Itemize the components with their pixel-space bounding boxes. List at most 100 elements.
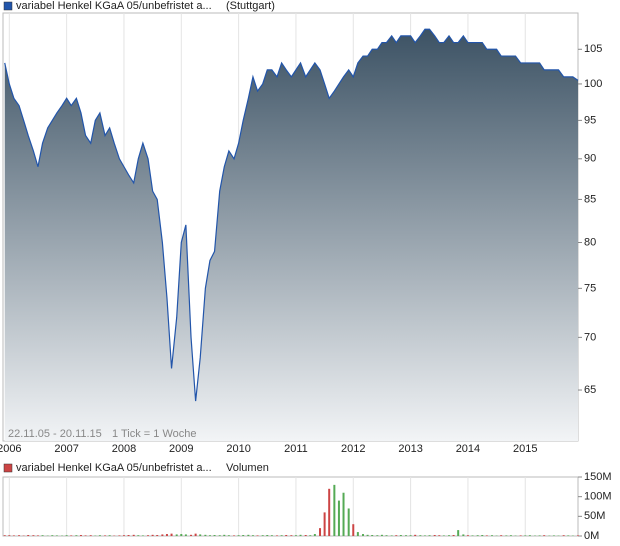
volume-bar — [313, 534, 316, 536]
volume-bar — [233, 535, 236, 536]
legend-swatch — [3, 1, 13, 11]
volume-bar — [466, 535, 469, 536]
volume-bar — [543, 535, 546, 536]
volume-bar — [170, 533, 173, 536]
volume-bar — [352, 524, 355, 536]
volume-bar — [409, 535, 412, 536]
volume-bar — [194, 533, 197, 536]
y-tick-label: 85 — [584, 193, 596, 205]
legend-suffix: Volumen — [226, 462, 269, 474]
y-tick-label: 75 — [584, 282, 596, 294]
volume-bar — [524, 535, 527, 536]
volume-bar — [294, 535, 297, 536]
volume-bar — [199, 534, 202, 536]
volume-bar — [304, 535, 307, 536]
legend-label: variabel Henkel KGaA 05/unbefristet a... — [16, 0, 212, 12]
volume-bar — [491, 535, 494, 536]
volume-bar — [362, 534, 365, 536]
volume-bar — [184, 534, 187, 536]
y-tick-label: 100M — [584, 491, 612, 503]
y-tick-label: 100 — [584, 78, 602, 90]
line — [4, 28, 579, 402]
volume-bar — [261, 535, 264, 536]
volume-bar — [137, 535, 140, 536]
volume-bar — [366, 534, 369, 536]
volume-bar — [399, 535, 402, 536]
volume-bar — [380, 534, 383, 536]
volume-bar — [237, 535, 240, 536]
volume-bar — [319, 528, 322, 536]
volume-bar — [552, 535, 555, 536]
y-tick-label: 95 — [584, 114, 596, 126]
volume-bar — [442, 535, 445, 536]
volume-bar — [276, 535, 279, 536]
volume-bar — [218, 535, 221, 536]
y-tick-label: 90 — [584, 153, 596, 165]
y-tick-label: 150M — [584, 471, 612, 483]
volume-bar — [190, 534, 193, 536]
volume-bar — [438, 535, 441, 536]
x-tick-label: 2009 — [169, 443, 193, 455]
volume-bar — [12, 535, 15, 536]
area — [4, 29, 578, 441]
volume-bar — [356, 532, 359, 536]
x-tick-label: 2007 — [54, 443, 78, 455]
y-tick-label: 50M — [584, 510, 605, 522]
volume-bar — [395, 535, 398, 536]
volume-bar — [84, 535, 87, 536]
volume-bar — [227, 535, 230, 536]
volume-bar — [337, 500, 340, 536]
volume-bar — [118, 535, 121, 536]
volume-bar — [448, 535, 451, 536]
volume-bar — [256, 535, 259, 536]
volume-bar — [390, 535, 393, 536]
y-tick-label: 105 — [584, 43, 602, 55]
volume-bar — [476, 535, 479, 536]
volume-bar — [405, 535, 408, 536]
volume-bar — [151, 534, 154, 536]
volume-bar — [270, 535, 273, 536]
x-tick-label: 2010 — [226, 443, 250, 455]
volume-bar — [323, 512, 326, 536]
volume-bar — [485, 535, 488, 536]
volume-bar — [41, 535, 44, 536]
volume-bar — [213, 535, 216, 536]
volume-bar — [423, 535, 426, 536]
volume-bar — [505, 535, 508, 536]
volume-bar — [51, 535, 54, 536]
volume-bar — [519, 535, 522, 536]
volume-bar — [79, 535, 82, 536]
volume-bar — [457, 530, 460, 536]
volume-bar — [122, 535, 125, 536]
volume-bar — [251, 535, 254, 536]
volume-bar — [567, 535, 570, 536]
x-tick-label: 2008 — [112, 443, 136, 455]
volume-bar — [285, 535, 288, 536]
volume-bar — [481, 535, 484, 536]
volume-bar — [471, 535, 474, 536]
volume-bar — [347, 508, 350, 536]
volume-bar — [108, 535, 111, 536]
volume-bar — [419, 535, 422, 536]
volume-bar — [333, 484, 336, 536]
x-tick-label: 2012 — [341, 443, 365, 455]
volume-bar — [528, 535, 531, 536]
volume-bar — [141, 535, 144, 536]
volume-bar — [147, 535, 150, 536]
volume-bar — [509, 535, 512, 536]
volume-bar — [161, 534, 164, 536]
y-tick-label: 0M — [584, 530, 599, 542]
volume-bar — [127, 535, 130, 536]
volume-bar — [452, 535, 455, 536]
tick-note: 1 Tick = 1 Woche — [112, 428, 196, 440]
date-range: 22.11.05 - 20.11.15 — [8, 428, 102, 440]
volume-bar — [18, 535, 21, 536]
volume-bar — [36, 535, 39, 536]
volume-bar — [309, 535, 312, 536]
volume-bar — [266, 535, 269, 536]
volume-bar — [462, 534, 465, 536]
volume-bar — [8, 535, 11, 536]
x-tick-label: 2011 — [284, 443, 308, 455]
volume-bar — [371, 535, 374, 536]
volume-bar — [290, 535, 293, 536]
